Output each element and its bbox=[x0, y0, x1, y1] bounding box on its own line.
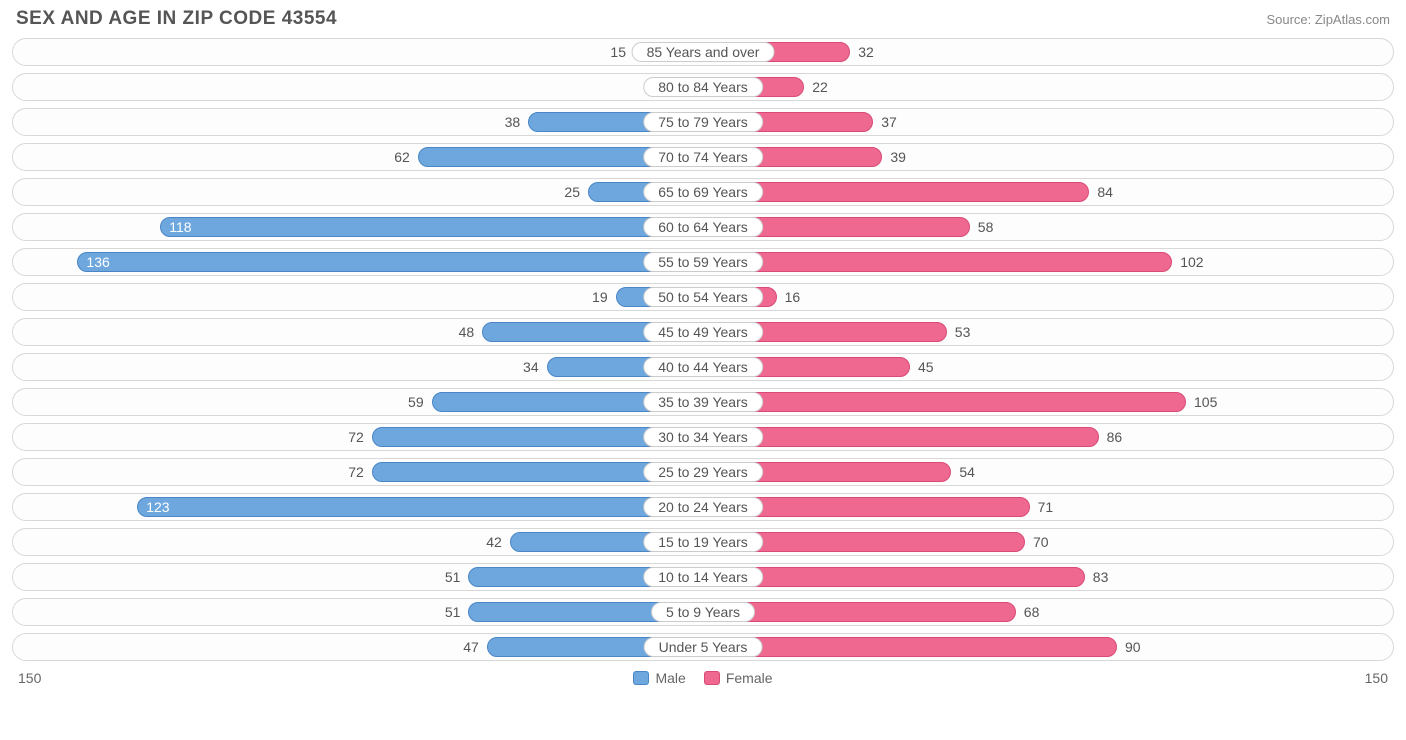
chart-row: 136 102 55 to 59 Years bbox=[12, 248, 1394, 276]
female-value: 84 bbox=[1089, 179, 1113, 205]
swatch-female bbox=[704, 671, 720, 685]
male-value: 38 bbox=[505, 109, 529, 135]
female-bar bbox=[703, 637, 1117, 657]
chart-row: 48 53 45 to 49 Years bbox=[12, 318, 1394, 346]
population-pyramid-chart: 153285 Years and over22280 to 84 Years38… bbox=[12, 38, 1394, 661]
axis-left-max: 150 bbox=[18, 670, 41, 686]
female-value: 71 bbox=[1030, 494, 1054, 520]
male-value: 48 bbox=[459, 319, 483, 345]
chart-row: 47 90 Under 5 Years bbox=[12, 633, 1394, 661]
chart-row: 19 16 50 to 54 Years bbox=[12, 283, 1394, 311]
female-value: 58 bbox=[970, 214, 994, 240]
chart-row: 42 70 15 to 19 Years bbox=[12, 528, 1394, 556]
male-value: 15 bbox=[610, 39, 634, 65]
chart-title: SEX AND AGE IN ZIP CODE 43554 bbox=[16, 8, 337, 30]
chart-row: 34 45 40 to 44 Years bbox=[12, 353, 1394, 381]
male-value: 118 bbox=[169, 218, 191, 236]
female-value: 86 bbox=[1099, 424, 1123, 450]
female-value: 102 bbox=[1172, 249, 1203, 275]
chart-row: 51 68 5 to 9 Years bbox=[12, 598, 1394, 626]
age-category-pill: 35 to 39 Years bbox=[643, 392, 763, 412]
chart-row: 59 105 35 to 39 Years bbox=[12, 388, 1394, 416]
female-value: 39 bbox=[882, 144, 906, 170]
male-value: 25 bbox=[564, 179, 588, 205]
age-category-pill: 40 to 44 Years bbox=[643, 357, 763, 377]
legend-item-female: Female bbox=[704, 670, 773, 686]
age-category-pill: 10 to 14 Years bbox=[643, 567, 763, 587]
legend-label-female: Female bbox=[726, 670, 773, 686]
female-value: 90 bbox=[1117, 634, 1141, 660]
male-value: 51 bbox=[445, 599, 469, 625]
age-category-pill: 50 to 54 Years bbox=[643, 287, 763, 307]
male-value: 59 bbox=[408, 389, 432, 415]
age-category-pill: 25 to 29 Years bbox=[643, 462, 763, 482]
chart-legend: Male Female bbox=[633, 670, 772, 686]
age-category-pill: Under 5 Years bbox=[644, 637, 763, 657]
age-category-pill: 60 to 64 Years bbox=[643, 217, 763, 237]
female-value: 16 bbox=[777, 284, 801, 310]
axis-right-max: 150 bbox=[1365, 670, 1388, 686]
chart-row: 38 37 75 to 79 Years bbox=[12, 108, 1394, 136]
swatch-male bbox=[633, 671, 649, 685]
age-category-pill: 55 to 59 Years bbox=[643, 252, 763, 272]
chart-row: 25 84 65 to 69 Years bbox=[12, 178, 1394, 206]
age-category-pill: 20 to 24 Years bbox=[643, 497, 763, 517]
male-value: 42 bbox=[486, 529, 510, 555]
female-bar bbox=[703, 252, 1172, 272]
male-value: 51 bbox=[445, 564, 469, 590]
chart-row: 62 39 70 to 74 Years bbox=[12, 143, 1394, 171]
male-value: 34 bbox=[523, 354, 547, 380]
female-value: 53 bbox=[947, 319, 971, 345]
age-category-pill: 75 to 79 Years bbox=[643, 112, 763, 132]
female-value: 83 bbox=[1085, 564, 1109, 590]
chart-row: 51 83 10 to 14 Years bbox=[12, 563, 1394, 591]
male-value: 72 bbox=[348, 459, 372, 485]
male-bar: 136 bbox=[77, 252, 703, 272]
male-value: 136 bbox=[86, 253, 109, 271]
male-value: 123 bbox=[146, 498, 169, 516]
chart-row: 15 32 85 Years and over bbox=[12, 38, 1394, 66]
chart-row: 72 86 30 to 34 Years bbox=[12, 423, 1394, 451]
male-value: 47 bbox=[463, 634, 487, 660]
age-category-pill: 15 to 19 Years bbox=[643, 532, 763, 552]
chart-row: 22280 to 84 Years bbox=[12, 73, 1394, 101]
female-value: 37 bbox=[873, 109, 897, 135]
age-category-pill: 80 to 84 Years bbox=[643, 77, 763, 97]
female-value: 54 bbox=[951, 459, 975, 485]
female-value: 45 bbox=[910, 354, 934, 380]
age-category-pill: 45 to 49 Years bbox=[643, 322, 763, 342]
legend-item-male: Male bbox=[633, 670, 685, 686]
female-value: 32 bbox=[850, 39, 874, 65]
female-value: 70 bbox=[1025, 529, 1049, 555]
age-category-pill: 65 to 69 Years bbox=[643, 182, 763, 202]
chart-header: SEX AND AGE IN ZIP CODE 43554 Source: Zi… bbox=[12, 8, 1394, 38]
chart-row: 123 71 20 to 24 Years bbox=[12, 493, 1394, 521]
legend-label-male: Male bbox=[655, 670, 685, 686]
male-value: 19 bbox=[592, 284, 616, 310]
male-value: 72 bbox=[348, 424, 372, 450]
chart-row: 72 54 25 to 29 Years bbox=[12, 458, 1394, 486]
chart-row: 118 58 60 to 64 Years bbox=[12, 213, 1394, 241]
male-bar: 123 bbox=[137, 497, 703, 517]
age-category-pill: 30 to 34 Years bbox=[643, 427, 763, 447]
age-category-pill: 70 to 74 Years bbox=[643, 147, 763, 167]
male-value: 62 bbox=[394, 144, 418, 170]
female-bar bbox=[703, 392, 1186, 412]
age-category-pill: 85 Years and over bbox=[632, 42, 775, 62]
chart-footer: 150 Male Female 150 bbox=[12, 668, 1394, 686]
female-value: 105 bbox=[1186, 389, 1217, 415]
male-bar: 118 bbox=[160, 217, 703, 237]
female-value: 68 bbox=[1016, 599, 1040, 625]
female-value: 22 bbox=[804, 74, 828, 100]
age-category-pill: 5 to 9 Years bbox=[651, 602, 755, 622]
chart-source: Source: ZipAtlas.com bbox=[1266, 12, 1390, 27]
